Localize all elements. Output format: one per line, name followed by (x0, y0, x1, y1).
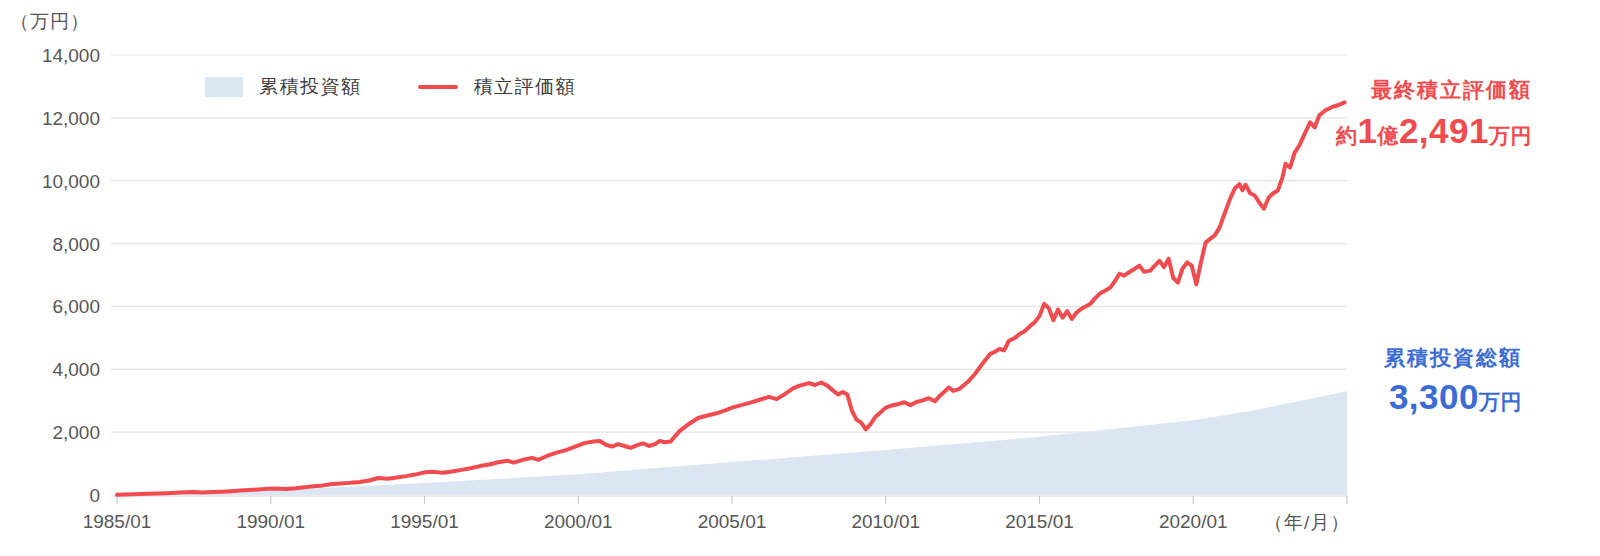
x-tick-label: 1995/01 (390, 511, 459, 532)
invested-value-unit: 万円 (1479, 390, 1522, 413)
final-valuation-value: 約1億2,491万円 (1336, 111, 1532, 151)
final-valuation-title: 最終積立評価額 (1336, 76, 1532, 104)
x-tick-label: 1985/01 (83, 511, 152, 532)
x-tick-label: 1990/01 (236, 511, 305, 532)
legend-area-swatch (205, 77, 243, 97)
y-tick-label: 10,000 (42, 171, 100, 192)
x-tick-label: 2010/01 (851, 511, 920, 532)
y-tick-label: 4,000 (52, 359, 100, 380)
x-axis-unit-label: （年/月） (1264, 510, 1350, 536)
y-tick-label: 2,000 (52, 422, 100, 443)
simulation-chart-page: { "colors": { "grid_line": "#E4E4E4", "a… (0, 0, 1600, 556)
x-tick-label: 2000/01 (544, 511, 613, 532)
final-valuation-annotation: 最終積立評価額 約1億2,491万円 (1336, 76, 1532, 151)
cumulative-investment-value: 3,300万円 (1384, 377, 1522, 417)
y-tick-label: 6,000 (52, 296, 100, 317)
cumulative-investment-title: 累積投資総額 (1384, 344, 1522, 372)
y-tick-label: 8,000 (52, 234, 100, 255)
final-value-man-unit: 万円 (1489, 124, 1532, 147)
y-axis-unit-label: （万円） (10, 9, 90, 35)
x-tick-label: 2015/01 (1005, 511, 1074, 532)
invested-value-digits: 3,300 (1389, 377, 1479, 416)
legend-line-swatch (418, 85, 458, 89)
legend-item-label-valuation: 積立評価額 (474, 74, 577, 100)
final-value-oku-unit: 億 (1377, 124, 1399, 147)
final-value-prefix: 約 (1336, 124, 1358, 147)
final-value-oku-digit: 1 (1357, 111, 1377, 150)
y-tick-label: 0 (89, 485, 100, 506)
legend-item-label-investment: 累積投資額 (259, 74, 362, 100)
cumulative-investment-annotation: 累積投資総額 3,300万円 (1384, 344, 1522, 417)
y-tick-label: 14,000 (42, 45, 100, 66)
y-tick-label: 12,000 (42, 108, 100, 129)
chart-legend: 累積投資額 積立評価額 (205, 76, 576, 98)
x-tick-label: 2020/01 (1159, 511, 1228, 532)
final-value-man-digits: 2,491 (1399, 111, 1489, 150)
x-tick-label: 2005/01 (698, 511, 767, 532)
